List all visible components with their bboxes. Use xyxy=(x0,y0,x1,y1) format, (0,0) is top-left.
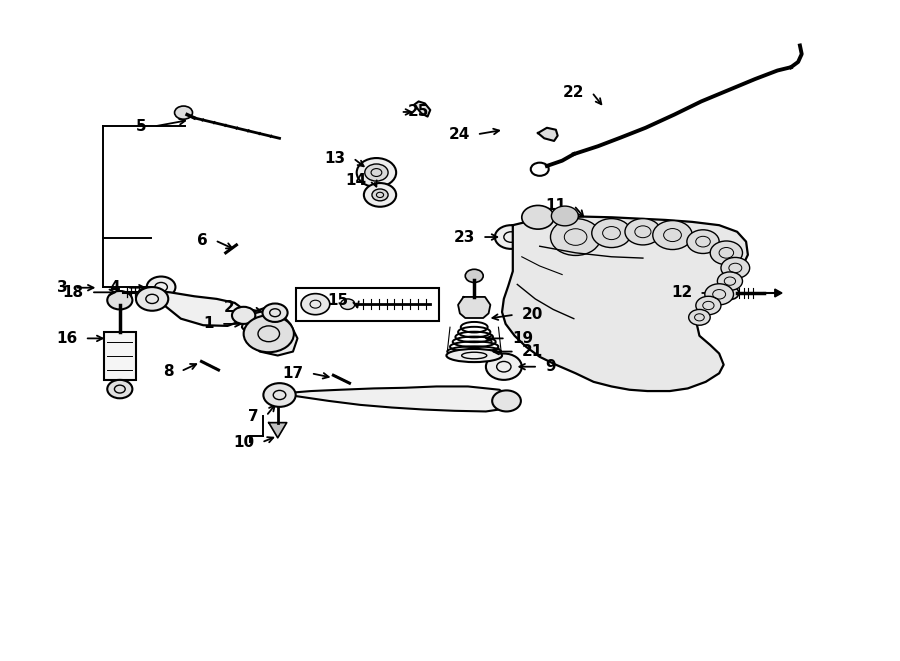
Text: 22: 22 xyxy=(563,85,585,100)
Circle shape xyxy=(107,380,132,399)
Polygon shape xyxy=(775,289,782,297)
Text: 9: 9 xyxy=(545,359,555,374)
Text: 7: 7 xyxy=(248,408,259,424)
Text: 8: 8 xyxy=(163,364,174,379)
Circle shape xyxy=(486,354,522,380)
Text: 2: 2 xyxy=(224,300,235,315)
Circle shape xyxy=(372,189,388,201)
Circle shape xyxy=(552,206,579,226)
Text: 21: 21 xyxy=(522,344,543,359)
Circle shape xyxy=(492,391,521,411)
Text: 5: 5 xyxy=(136,119,147,134)
Circle shape xyxy=(244,315,294,352)
Circle shape xyxy=(696,296,721,315)
Text: 18: 18 xyxy=(63,285,84,300)
Circle shape xyxy=(652,221,692,250)
Circle shape xyxy=(302,293,329,315)
Text: 24: 24 xyxy=(448,127,470,142)
Text: 16: 16 xyxy=(57,331,77,346)
Circle shape xyxy=(495,225,527,249)
Text: 11: 11 xyxy=(545,198,567,213)
Circle shape xyxy=(551,219,600,255)
Bar xyxy=(296,288,439,321)
Polygon shape xyxy=(152,291,246,326)
Text: 15: 15 xyxy=(328,293,348,309)
Text: 23: 23 xyxy=(454,229,475,245)
Circle shape xyxy=(687,230,719,253)
Text: 12: 12 xyxy=(671,286,692,301)
Circle shape xyxy=(717,272,742,290)
Text: 17: 17 xyxy=(283,366,304,381)
Circle shape xyxy=(465,269,483,282)
Bar xyxy=(104,332,136,380)
Text: 6: 6 xyxy=(197,233,208,248)
Polygon shape xyxy=(278,387,511,411)
Circle shape xyxy=(625,219,661,245)
Polygon shape xyxy=(458,297,491,318)
Text: 14: 14 xyxy=(346,173,366,188)
Circle shape xyxy=(263,303,288,322)
Text: 19: 19 xyxy=(513,331,534,346)
Circle shape xyxy=(364,183,396,207)
Circle shape xyxy=(147,276,176,297)
Circle shape xyxy=(592,219,631,248)
Circle shape xyxy=(232,307,256,324)
Text: 10: 10 xyxy=(233,435,255,450)
Polygon shape xyxy=(538,128,558,141)
Circle shape xyxy=(705,284,734,305)
Circle shape xyxy=(522,206,554,229)
Polygon shape xyxy=(414,101,430,116)
Circle shape xyxy=(107,291,132,309)
Circle shape xyxy=(340,299,355,309)
Polygon shape xyxy=(502,217,748,391)
Circle shape xyxy=(688,309,710,325)
Circle shape xyxy=(710,241,742,264)
Text: 1: 1 xyxy=(203,317,214,331)
Ellipse shape xyxy=(446,349,502,362)
Text: 20: 20 xyxy=(522,307,544,322)
Text: 3: 3 xyxy=(58,280,68,295)
Circle shape xyxy=(721,257,750,278)
Circle shape xyxy=(721,286,739,299)
Circle shape xyxy=(136,287,168,311)
Circle shape xyxy=(264,383,296,407)
Circle shape xyxy=(175,106,193,119)
Text: 13: 13 xyxy=(325,151,346,165)
Circle shape xyxy=(364,164,388,181)
Polygon shape xyxy=(242,307,298,356)
Polygon shape xyxy=(269,422,287,438)
Circle shape xyxy=(356,158,396,187)
Text: 4: 4 xyxy=(109,280,120,295)
Text: 25: 25 xyxy=(408,104,429,120)
